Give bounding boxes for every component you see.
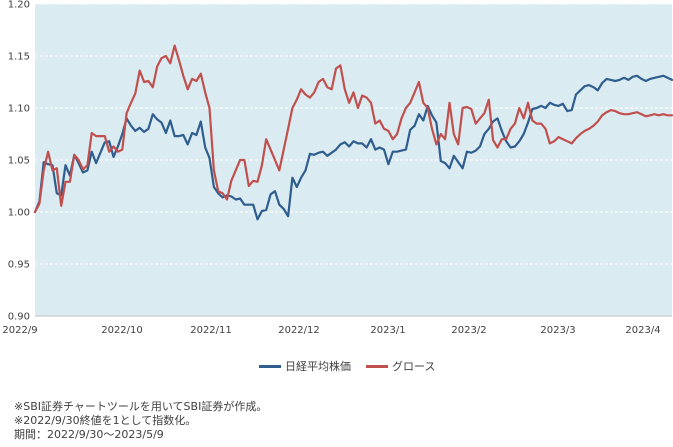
x-tick-label: 2022/11 — [190, 325, 232, 336]
x-tick-label: 2023/1 — [370, 325, 405, 336]
x-tick-label: 2023/3 — [540, 325, 575, 336]
legend: 日経平均株価 グロース — [0, 355, 673, 377]
legend-label: 日経平均株価 — [285, 360, 351, 373]
y-tick-label: 1.20 — [8, 0, 30, 11]
x-tick-label: 2022/12 — [278, 325, 320, 336]
y-tick-label: 0.95 — [8, 260, 30, 271]
footnote-source: ※SBI証券チャートツールを用いてSBI証券が作成。 — [14, 400, 268, 413]
x-tick-label: 2023/2 — [451, 325, 486, 336]
footnote-index-basis: ※2022/9/30終値を1として指数化。 — [14, 414, 197, 427]
series-line-growth — [33, 44, 673, 214]
series-line-nikkei — [33, 74, 673, 221]
y-tick-label: 1.00 — [8, 208, 30, 219]
y-tick-label: 1.05 — [8, 156, 30, 167]
legend-swatch — [259, 365, 281, 368]
x-tick-label: 2022/9 — [2, 325, 37, 336]
legend-label: グロース — [392, 360, 436, 373]
legend-swatch — [366, 365, 388, 368]
chart-canvas: 0.90 0.95 1.00 1.05 1.10 1.15 1.20 2022/9 2022/1… — [2, 0, 673, 336]
y-tick-label: 0.90 — [8, 312, 30, 323]
footnote-period: 期間：2022/9/30～2023/5/9 — [14, 428, 164, 441]
x-tick-label: 2022/10 — [101, 325, 143, 336]
x-tick-label: 2023/4 — [625, 325, 660, 336]
chart-svg: 0.90 0.95 1.00 1.05 1.10 1.15 1.20 2022/9 2022/1… — [2, 0, 673, 336]
line-chart: 0.90 0.95 1.00 1.05 1.10 1.15 1.20 2022/9 2022/1… — [2, 0, 673, 336]
footnotes: ※SBI証券チャートツールを用いてSBI証券が作成。 ※2022/9/30終値を… — [14, 400, 664, 442]
y-tick-label: 1.15 — [8, 52, 30, 63]
y-tick-label: 1.10 — [8, 104, 30, 115]
